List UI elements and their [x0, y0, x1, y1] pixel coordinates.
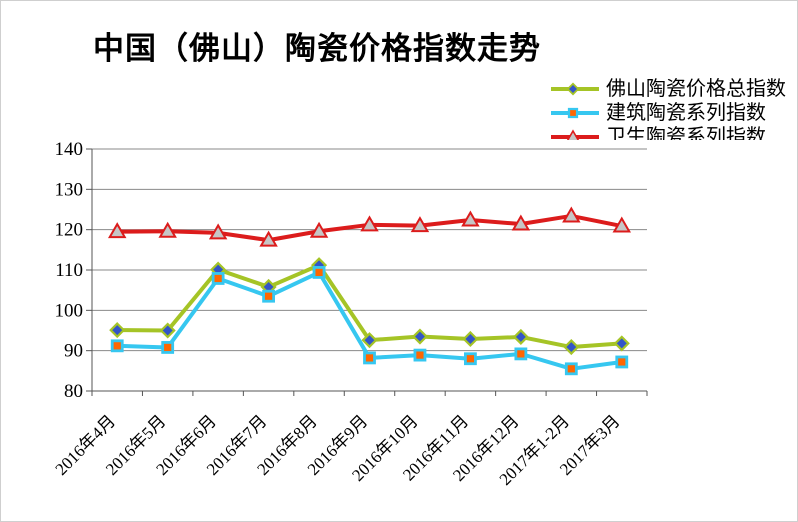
y-axis-label: 110	[55, 260, 83, 281]
y-axis-label: 140	[55, 139, 84, 160]
legend-label-sanitary-ceramic: 卫生陶瓷系列指数	[606, 126, 766, 140]
diamond-marker-icon	[159, 322, 176, 339]
diamond-marker-icon	[563, 338, 580, 356]
triangle-marker-icon	[309, 221, 329, 238]
triangle-marker-icon	[410, 216, 430, 233]
triangle-marker-icon	[107, 222, 127, 239]
square-marker-icon	[567, 107, 579, 119]
diamond-marker-icon	[462, 330, 479, 348]
square-marker-icon	[615, 355, 629, 369]
diamond-marker-icon	[512, 328, 529, 346]
triangle-marker-icon	[208, 223, 228, 240]
square-marker-icon	[312, 266, 326, 279]
triangle-marker-icon	[158, 221, 177, 238]
triangle-marker-icon	[612, 216, 632, 233]
y-axis-label: 130	[55, 179, 84, 200]
chart-title: 中国（佛山）陶瓷价格指数走势	[93, 31, 541, 66]
diamond-marker-icon	[361, 332, 378, 349]
y-axis-label: 120	[55, 220, 84, 241]
square-marker-icon	[211, 272, 225, 285]
y-axis-label: 80	[64, 381, 83, 402]
y-axis-label: 90	[64, 341, 83, 362]
diamond-marker-icon	[411, 328, 429, 345]
legend: 佛山陶瓷价格总指数 建筑陶瓷系列指数 卫生陶瓷系列指数	[551, 77, 797, 140]
square-marker-icon	[464, 352, 477, 366]
diamond-marker-icon	[109, 322, 126, 339]
y-axis-label: 100	[55, 300, 84, 321]
diamond-marker-icon	[613, 335, 630, 352]
triangle-marker-icon	[562, 206, 581, 223]
square-marker-icon	[514, 347, 528, 361]
legend-triangle-marker-icon	[551, 129, 599, 140]
square-marker-icon	[262, 289, 275, 303]
triangle-marker-icon	[259, 230, 278, 247]
legend-item-building-ceramic: 建筑陶瓷系列指数	[551, 101, 797, 125]
triangle-marker-icon	[566, 129, 580, 140]
legend-item-total-index: 佛山陶瓷价格总指数	[551, 77, 797, 101]
diamond-marker-icon	[566, 82, 580, 96]
triangle-marker-icon	[511, 214, 531, 231]
square-marker-icon	[110, 339, 124, 353]
legend-item-sanitary-ceramic: 卫生陶瓷系列指数	[551, 125, 797, 140]
square-marker-icon	[363, 351, 376, 365]
legend-label-building-ceramic: 建筑陶瓷系列指数	[606, 102, 766, 124]
triangle-marker-icon	[360, 215, 379, 232]
square-marker-icon	[161, 341, 175, 354]
legend-square-marker-icon	[551, 107, 599, 119]
square-marker-icon	[413, 348, 427, 362]
legend-diamond-marker-icon	[551, 82, 599, 96]
square-marker-icon	[564, 362, 578, 376]
legend-label-total-index: 佛山陶瓷价格总指数	[606, 78, 786, 100]
triangle-marker-icon	[461, 210, 480, 227]
